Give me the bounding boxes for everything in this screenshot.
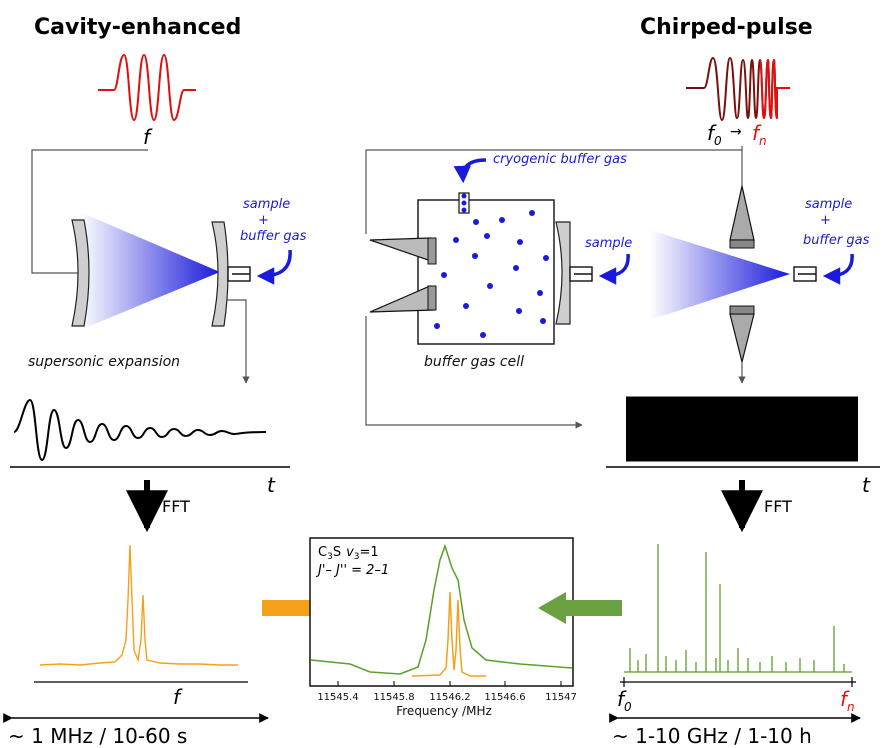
left-fid [13, 398, 267, 462]
right-fn: fn [752, 121, 767, 148]
left-spectrum-f: f [173, 685, 183, 709]
left-output-wire [226, 299, 250, 384]
left-spectrum [39, 544, 238, 666]
cell-sample-label: sample [585, 236, 632, 251]
right-sample-line1: sample [805, 197, 852, 212]
inset-green-trace [310, 543, 573, 675]
cell-label: buffer gas cell [424, 354, 524, 370]
inset-orange-trace [411, 591, 486, 677]
right-sample-line3: buffer gas [803, 233, 870, 248]
inset-xtick-3: 11546.6 [484, 692, 525, 703]
buffer-gas-label: cryogenic buffer gas [493, 152, 627, 167]
inset-molecule: C3S v3=1 [318, 545, 379, 562]
right-horn-top [729, 185, 755, 241]
right-title: Chirped-pulse [640, 15, 813, 40]
inset-ticks [337, 681, 562, 686]
horn-lower [369, 285, 435, 313]
left-mirror-1 [71, 219, 90, 327]
right-f0: f0 [707, 121, 722, 148]
left-sample-line2: + [258, 213, 269, 228]
left-fft-label: FFT [162, 497, 190, 516]
right-beam [650, 230, 790, 320]
left-pulse [98, 53, 196, 122]
left-time-label: t [267, 473, 276, 497]
right-sample-line2: + [820, 213, 831, 228]
left-mirror-2 [211, 221, 229, 327]
right-chirp-tail [759, 58, 790, 120]
left-title: Cavity-enhanced [34, 15, 241, 40]
green-arrow [538, 592, 622, 624]
buffer-cell [417, 199, 555, 345]
left-wire [31, 149, 148, 274]
middle-wire-bottom [365, 316, 583, 429]
gas-particles [434, 193, 549, 338]
right-spectrum-fn: fn [840, 687, 855, 714]
left-beam [80, 212, 220, 330]
inset-frame [309, 537, 574, 687]
right-fft-label: FFT [764, 497, 792, 516]
buffer-gas-arrow [453, 158, 487, 184]
left-sample-arrow [256, 249, 292, 285]
inset-xtick-0: 11545.4 [317, 692, 358, 703]
inset-xtick-2: 11546.2 [429, 692, 470, 703]
right-chirp-arrow: → [730, 124, 742, 140]
right-sample-arrow [822, 253, 854, 285]
right-spectrum [624, 544, 852, 673]
horn-upper [369, 237, 435, 263]
cell-sample-arrow [598, 253, 630, 285]
inset-xtick-1: 11545.8 [373, 692, 414, 703]
inset-xlabel: Frequency /MHz [396, 704, 492, 718]
right-summary: ~ 1-10 GHz / 1-10 h [612, 724, 812, 748]
left-sample-line3: buffer gas [240, 229, 307, 244]
right-time-label: t [862, 473, 871, 497]
left-summary: ~ 1 MHz / 10-60 s [8, 724, 187, 748]
right-spectrum-f0: f0 [617, 687, 632, 714]
right-fid [626, 398, 858, 460]
middle-wire-top [365, 149, 742, 234]
left-expansion-label: supersonic expansion [28, 354, 180, 370]
cell-mirror [555, 221, 571, 325]
inset-xtick-4: 11547 [545, 692, 577, 703]
inset-transition: J'– J'' = 2–1 [315, 563, 389, 578]
left-sample-line1: sample [243, 197, 290, 212]
right-horn-bottom [729, 313, 755, 363]
left-freq-label: f [143, 125, 153, 149]
